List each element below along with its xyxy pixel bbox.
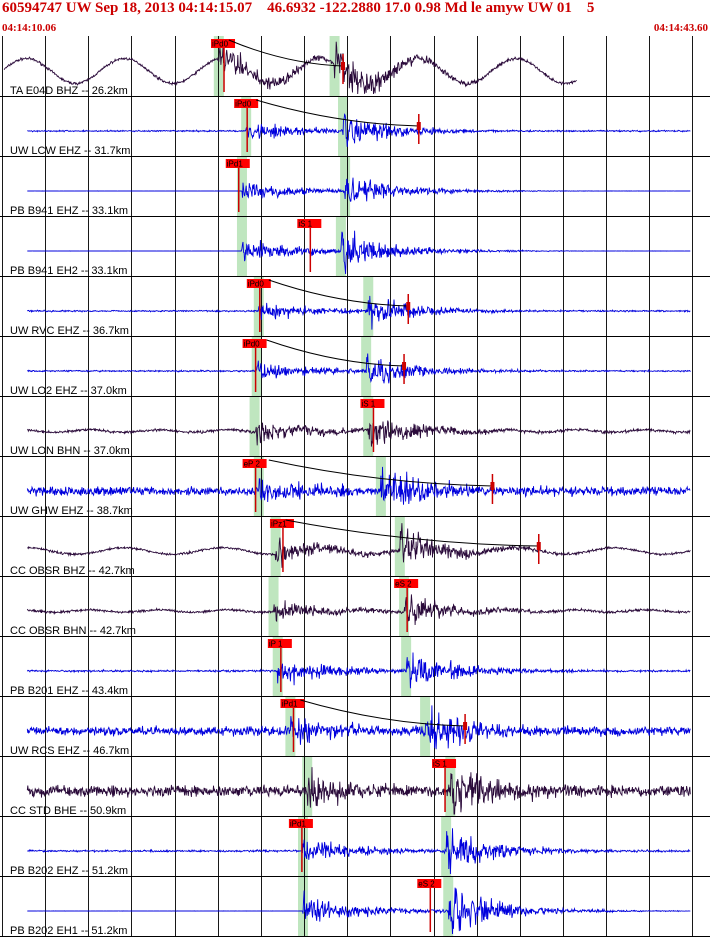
trace-label: UW RCS EHZ -- 46.7km — [10, 745, 129, 757]
pick-flag — [234, 99, 259, 108]
pick-label: eP 2 — [244, 460, 261, 469]
trace-label: UW LON BHN -- 37.0km — [10, 445, 130, 457]
pick-label: iPd0 — [244, 340, 261, 349]
pick-label: iPd1 — [227, 160, 244, 169]
waveform-trace — [26, 295, 691, 330]
pick-label: iPd1 — [290, 820, 307, 829]
trace-label: PB B941 EHZ -- 33.1km — [10, 205, 128, 217]
phase-band — [251, 336, 262, 396]
trace-labels: TA E04D BHZ -- 26.2km UW LCW EHZ -- 31.7k… — [10, 85, 136, 937]
trace-label: PB B201 EHZ -- 43.4km — [10, 685, 128, 697]
pick-flag — [242, 459, 267, 468]
coda-mark-box — [406, 302, 411, 310]
trace-label: CC STD BHE -- 50.9km — [10, 805, 126, 817]
phase-band — [272, 636, 283, 696]
record-header: 60594747 UW Sep 18, 2013 04:14:15.07 46.… — [0, 0, 710, 36]
pick-label: iPd1 — [281, 700, 298, 709]
coda-curve — [268, 459, 493, 487]
coda-curve — [228, 39, 344, 67]
trace-label: UW RVC EHZ -- 36.7km — [10, 325, 129, 337]
pick-label: iPd0 — [235, 100, 252, 109]
time-grid — [0, 36, 710, 937]
waveform-trace — [26, 652, 691, 689]
pick-label: iP 1 — [269, 640, 283, 649]
pick-label: iPd0 — [212, 40, 229, 49]
pick-flag — [269, 519, 294, 528]
pick-flag — [417, 879, 442, 888]
trace-label: PB B202 EH1 -- 51.2km — [10, 925, 127, 937]
phase-band — [241, 96, 252, 156]
waveform-trace — [27, 420, 691, 447]
trace-label: PB B202 EHZ -- 51.2km — [10, 865, 128, 877]
start-time: 04:14:10.06 — [2, 22, 57, 34]
pick-flag — [432, 759, 457, 768]
coda-curve — [266, 339, 405, 367]
phase-band — [340, 156, 351, 216]
trace-layer — [3, 41, 691, 935]
waveform-trace — [26, 767, 691, 815]
waveform-trace — [3, 41, 577, 95]
waveform-trace — [26, 705, 691, 750]
trace-label: TA E04D BHZ -- 26.2km — [10, 85, 128, 97]
coda-mark-box — [463, 722, 468, 730]
pick-label: iS 1 — [361, 400, 375, 409]
phase-band — [363, 396, 374, 456]
coda-curve — [256, 99, 419, 127]
pick-flag — [394, 579, 419, 588]
waveform-trace — [26, 594, 691, 626]
coda-mark-box — [416, 122, 421, 130]
trace-label: UW LCW EHZ -- 31.7km — [10, 145, 130, 157]
phase-band — [253, 276, 264, 336]
waveform-trace — [27, 113, 691, 147]
phase-band — [302, 756, 313, 816]
pick-label: eS 2 — [395, 580, 412, 589]
phase-band — [399, 576, 410, 636]
coda-mark-box — [402, 362, 407, 370]
pick-flag — [246, 279, 271, 288]
coda-mark-box — [490, 482, 495, 490]
waveform-trace — [27, 887, 691, 935]
trace-label: PB B941 EH2 -- 33.1km — [10, 265, 127, 277]
coda-mark-box — [341, 62, 346, 70]
pick-label: iPd0 — [248, 280, 265, 289]
pick-label: eS 2 — [418, 880, 435, 889]
trace-label: UW LO2 EHZ -- 37.0km — [10, 385, 127, 397]
pick-label: iPz1 — [271, 520, 287, 529]
trace-label: UW GHW EHZ -- 38.7km — [10, 505, 133, 517]
pick-flag — [242, 339, 267, 348]
trace-label: CC OBSR BHZ -- 42.7km — [10, 565, 135, 577]
pick-flag — [267, 639, 292, 648]
trace-label: CC OBSR BHN -- 42.7km — [10, 625, 136, 637]
waveform-trace — [27, 230, 691, 275]
phase-band — [249, 396, 260, 456]
pick-flag — [211, 39, 236, 48]
phase-band — [236, 156, 247, 216]
pick-flag — [297, 219, 322, 228]
pick-flag — [288, 819, 313, 828]
pick-label: iS 1 — [433, 760, 447, 769]
event-title: 60594747 UW Sep 18, 2013 04:14:15.07 46.… — [2, 0, 595, 16]
coda-curve — [300, 699, 466, 727]
coda-curve — [268, 279, 409, 307]
waveform-trace — [27, 353, 691, 384]
waveform-trace — [26, 466, 691, 505]
pick-flag — [225, 159, 250, 168]
coda-curve — [285, 519, 539, 547]
phase-band — [270, 516, 281, 576]
end-time: 04:14:43.60 — [653, 22, 708, 34]
pick-label: iS 1 — [298, 220, 312, 229]
pick-layer: iPd0 iPd0 iPd1 iS 1 iPd0 iPd0 iS 1 eP 2 iPz1 eS 2… — [211, 39, 541, 932]
waveform-trace — [27, 828, 691, 875]
seismogram-panel[interactable]: iPd0 iPd0 iPd1 iS 1 iPd0 iPd0 iS 1 eP 2 iPz1 eS 2… — [0, 36, 710, 938]
pick-flag — [280, 699, 305, 708]
coda-mark-box — [536, 542, 541, 550]
waveform-trace — [27, 177, 691, 202]
pick-flag — [360, 399, 385, 408]
phase-band — [443, 876, 454, 936]
waveform-trace — [27, 523, 691, 568]
